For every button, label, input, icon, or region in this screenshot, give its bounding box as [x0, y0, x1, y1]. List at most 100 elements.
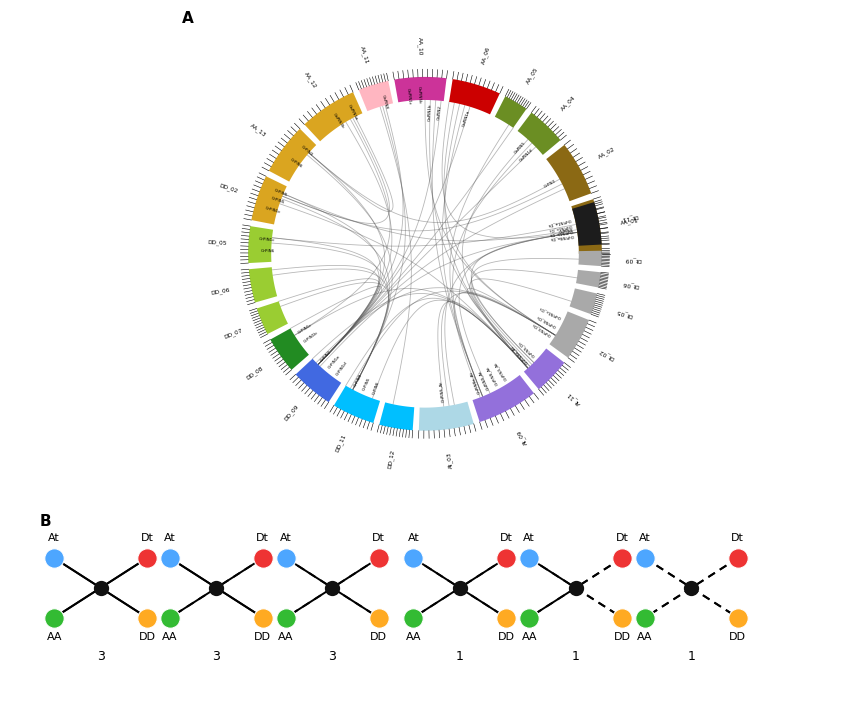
Polygon shape — [394, 77, 446, 102]
Text: GrPIN6: GrPIN6 — [289, 158, 303, 169]
Text: AA_10: AA_10 — [416, 37, 422, 56]
Polygon shape — [334, 386, 380, 423]
Text: GaPIN5a: GaPIN5a — [347, 104, 359, 121]
Text: GrPIN3: GrPIN3 — [300, 145, 313, 157]
Polygon shape — [473, 375, 534, 422]
Text: GhPIN5_At: GhPIN5_At — [439, 381, 445, 403]
Text: At: At — [639, 533, 651, 544]
Polygon shape — [304, 92, 362, 141]
Text: 3: 3 — [97, 650, 105, 663]
Text: Dt_06: Dt_06 — [621, 281, 639, 288]
Text: Dt: Dt — [731, 533, 745, 544]
Text: GaPIN1a: GaPIN1a — [462, 110, 471, 128]
Polygon shape — [269, 129, 316, 182]
Polygon shape — [576, 270, 601, 288]
Text: AA_02: AA_02 — [597, 146, 616, 160]
Text: AA_04: AA_04 — [559, 94, 576, 112]
Text: AA_12: AA_12 — [303, 71, 318, 90]
Text: GhPIN1c_Dt: GhPIN1c_Dt — [538, 305, 562, 319]
Text: GhPIN6_Dt: GhPIN6_Dt — [536, 314, 557, 329]
Text: GhPIN1b_Dt: GhPIN1b_Dt — [548, 228, 574, 236]
Polygon shape — [570, 288, 598, 314]
Text: At_03: At_03 — [446, 451, 454, 469]
Text: DD: DD — [254, 632, 271, 642]
Text: GhPIN8a_Dt: GhPIN8a_Dt — [549, 233, 574, 240]
Text: GrPIN5: GrPIN5 — [270, 196, 285, 204]
Text: DD: DD — [497, 632, 514, 642]
Text: DD_11: DD_11 — [334, 434, 347, 453]
Text: AA: AA — [638, 632, 653, 642]
Text: 3: 3 — [328, 650, 337, 663]
Text: GhPIN5_Dt: GhPIN5_Dt — [518, 340, 536, 357]
Polygon shape — [270, 329, 309, 370]
Text: Dt_09: Dt_09 — [624, 256, 641, 262]
Polygon shape — [518, 113, 560, 155]
Text: 1: 1 — [688, 650, 695, 663]
Text: GrPIN1a: GrPIN1a — [327, 355, 341, 370]
Text: At: At — [280, 533, 292, 544]
Text: DD_05: DD_05 — [207, 240, 228, 246]
Text: GaPIN1c: GaPIN1c — [405, 87, 411, 105]
Text: At_11: At_11 — [566, 391, 582, 406]
Text: GhPIN1c_Dt: GhPIN1c_Dt — [548, 223, 573, 232]
Text: Dt: Dt — [615, 533, 628, 544]
Text: GhPIN9_At: GhPIN9_At — [478, 369, 490, 391]
Text: GaPIN3b: GaPIN3b — [332, 112, 345, 129]
Text: DD_12: DD_12 — [386, 448, 395, 469]
Text: AA: AA — [405, 632, 421, 642]
Text: AA: AA — [278, 632, 294, 642]
Text: DD_08: DD_08 — [246, 365, 264, 381]
Text: GrPIN6: GrPIN6 — [371, 381, 381, 396]
Text: GrPIN1c: GrPIN1c — [297, 323, 313, 335]
Text: GaPIN2: GaPIN2 — [437, 104, 443, 120]
Text: Dt: Dt — [372, 533, 385, 544]
Polygon shape — [495, 96, 526, 128]
Polygon shape — [248, 226, 273, 263]
Text: AA: AA — [47, 632, 62, 642]
Text: GaPIN5b: GaPIN5b — [417, 86, 422, 104]
Text: GaPIN1d: GaPIN1d — [518, 148, 535, 164]
Text: GrPN3: GrPN3 — [544, 179, 557, 189]
Text: AA_11: AA_11 — [359, 46, 370, 65]
Polygon shape — [449, 79, 500, 114]
Polygon shape — [572, 202, 602, 246]
Text: At_09: At_09 — [516, 429, 529, 446]
Text: Dt_02: Dt_02 — [598, 348, 615, 361]
Text: GrPIN5: GrPIN5 — [362, 377, 371, 391]
Text: 1: 1 — [572, 650, 580, 663]
Text: GaPIN5: GaPIN5 — [514, 141, 527, 155]
Text: At: At — [407, 533, 419, 544]
Text: Dt: Dt — [140, 533, 153, 544]
Text: GaPIN8: GaPIN8 — [380, 94, 388, 109]
Text: DD: DD — [729, 632, 746, 642]
Polygon shape — [252, 176, 286, 224]
Text: DD: DD — [614, 632, 631, 642]
Text: GrPIN2: GrPIN2 — [320, 350, 332, 363]
Polygon shape — [296, 359, 341, 402]
Text: DD: DD — [139, 632, 156, 642]
Text: GaPIN1b: GaPIN1b — [428, 104, 433, 121]
Text: DD_09: DD_09 — [283, 403, 300, 422]
Text: GrPIN1c: GrPIN1c — [259, 238, 275, 243]
Text: B: B — [40, 513, 51, 529]
Text: AA: AA — [162, 632, 178, 642]
Polygon shape — [359, 81, 393, 111]
Text: Dt: Dt — [257, 533, 269, 544]
Text: Dt_11: Dt_11 — [620, 214, 638, 222]
Text: DD_07: DD_07 — [223, 327, 243, 340]
Text: Dt_05: Dt_05 — [615, 307, 633, 318]
Text: GhPIN8_At: GhPIN8_At — [485, 365, 500, 386]
Polygon shape — [579, 251, 602, 266]
Text: GrPIN1c: GrPIN1c — [264, 206, 281, 214]
Text: DD_06: DD_06 — [211, 287, 231, 296]
Text: DD_02: DD_02 — [218, 182, 238, 194]
Text: GhPIN8a_At: GhPIN8a_At — [468, 371, 480, 395]
Text: At: At — [524, 533, 536, 544]
Polygon shape — [571, 199, 602, 254]
Text: GrPIN1d: GrPIN1d — [335, 360, 348, 376]
Text: 3: 3 — [212, 650, 220, 663]
Text: AA_05: AA_05 — [524, 66, 539, 85]
Text: AA_13: AA_13 — [249, 123, 267, 138]
Text: At: At — [48, 533, 60, 544]
Polygon shape — [524, 348, 564, 389]
